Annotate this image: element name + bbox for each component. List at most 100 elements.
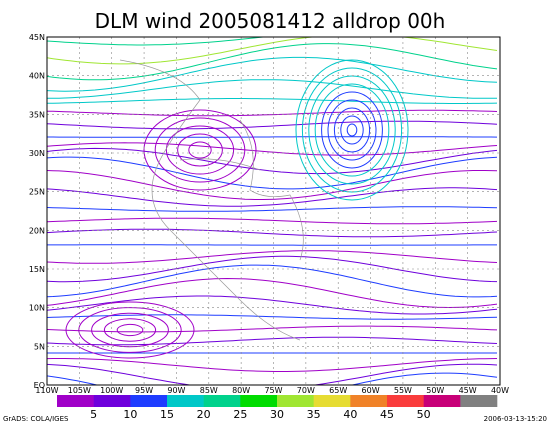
plot-frame [46,36,501,386]
lon-label: 105W [68,386,91,395]
streamline [47,136,498,138]
lon-label: 95W [135,386,153,395]
colorbar-segment [350,395,388,407]
streamline [47,156,498,190]
colorbar-segment [387,395,424,407]
colorbar-label: 50 [417,408,431,421]
streamline [116,323,144,337]
footer-left: GrADS: COLA/IGES [3,415,69,423]
streamline [295,59,409,201]
lon-label: 40W [491,386,509,395]
colorbar-segment [240,395,278,407]
lon-label: 100W [100,386,123,395]
streamline [47,250,498,264]
streamline [47,56,498,92]
streamline [188,141,212,159]
colorbar-label: 30 [270,408,284,421]
streamline [321,91,383,169]
streamline [47,358,498,372]
lon-label: 90W [167,386,185,395]
axis-labels: 110W 105W 100W 95W 90W 85W 80W 75W 70W 65W 60W 55W 5… [29,33,509,395]
lat-label: 5N [34,342,45,351]
colorbar-label: 10 [123,408,137,421]
title: DLM wind 2005081412 alldrop 00h [95,9,446,33]
streamline [47,217,498,225]
streamline [47,37,269,46]
colorbar-label: 5 [90,408,97,421]
colorbar-segment [460,395,498,407]
streamline [327,99,377,161]
colorbar-label: 45 [380,408,394,421]
streamlines [47,37,498,385]
lon-label: 80W [232,386,250,395]
colorbar-segment [93,395,131,407]
coastline [239,119,304,261]
coastline [119,59,301,341]
lat-label: 10N [29,304,45,313]
streamline [301,67,403,193]
colorbar-label: 15 [160,408,174,421]
coastlines [119,59,304,341]
streamline [177,133,223,167]
streamline [47,120,498,130]
streamline [314,83,390,177]
footer-right: 2006-03-13-15:20 [484,415,547,423]
lat-label: EQ [34,381,45,390]
colorbar-label: 35 [307,408,321,421]
streamline [340,115,364,145]
lon-label: 45W [459,386,477,395]
streamline [47,264,498,298]
streamline [47,363,498,385]
colorbar-label: 25 [233,408,247,421]
lat-label: 20N [29,226,45,235]
streamline [47,228,498,238]
colorbar-segment [313,395,351,407]
lon-label: 85W [200,386,218,395]
streamline [165,125,235,175]
streamline [333,107,371,153]
lon-label: 70W [297,386,315,395]
streamline [47,277,498,309]
colorbar-label: 20 [197,408,211,421]
lat-label: 30N [29,149,45,158]
streamline [346,123,358,137]
streamline [47,170,498,200]
streamline [47,142,498,156]
colorbar-segment [130,395,168,407]
streamline [47,295,498,315]
streamline [65,301,195,359]
lon-label: 65W [329,386,347,395]
colorbar-segment [57,395,94,407]
streamline [47,147,498,175]
streamline [47,336,498,346]
lon-label: 55W [394,386,412,395]
colorbar-label: 40 [343,408,357,421]
streamline [143,109,257,191]
streamline [47,109,498,117]
lon-label: 75W [264,386,282,395]
streamline [308,75,396,185]
lon-label: 60W [362,386,380,395]
lon-label: 50W [426,386,444,395]
streamline [47,79,498,99]
lon-label: 110W [35,386,58,395]
streamline [47,314,498,320]
streamline [78,307,182,353]
coastline [179,158,261,171]
colorbar: 5 10 15 20 25 30 35 40 45 50 [57,395,498,421]
colorbar-segment [423,395,461,407]
streamline [47,37,498,65]
streamline [154,117,246,183]
streamline [91,312,169,348]
lat-label: 40N [29,72,45,81]
streamline [47,372,498,385]
colorbar-segment [203,395,241,407]
streamline [47,43,498,81]
lat-label: 35N [29,110,45,119]
streamline [103,318,157,342]
streamline [47,255,498,283]
streamline [47,206,498,212]
streamline [47,98,498,104]
lat-label: 45N [29,33,45,42]
